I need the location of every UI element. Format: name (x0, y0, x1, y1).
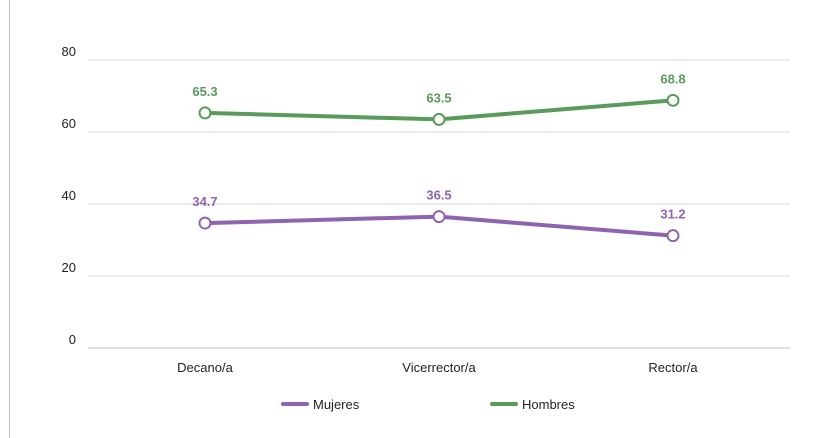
y-axis-ticks: 0 20 40 60 80 (62, 44, 76, 347)
y-tick-label: 0 (69, 332, 76, 347)
series-mujeres: 34.7 36.5 31.2 (192, 188, 686, 243)
series-hombres: 65.3 63.5 68.8 (192, 71, 686, 126)
data-label: 68.8 (660, 71, 685, 86)
y-tick-label: 20 (62, 260, 76, 275)
data-point (432, 112, 446, 126)
data-point (198, 216, 212, 230)
frame-edge (9, 0, 10, 438)
data-label: 34.7 (192, 194, 217, 209)
data-label: 65.3 (192, 84, 217, 99)
y-tick-label: 60 (62, 116, 76, 131)
data-label: 31.2 (660, 207, 685, 222)
data-label: 63.5 (426, 90, 451, 105)
legend-item-mujeres: Mujeres (281, 397, 360, 412)
x-tick-label: Rector/a (648, 360, 698, 375)
legend: Mujeres Hombres (281, 397, 575, 412)
legend-label: Hombres (522, 397, 575, 412)
x-axis-ticks: Decano/a Vicerrector/a Rector/a (177, 360, 698, 375)
data-point (666, 93, 680, 107)
y-tick-label: 80 (62, 44, 76, 59)
legend-item-hombres: Hombres (490, 397, 575, 412)
y-tick-label: 40 (62, 188, 76, 203)
data-point (198, 106, 212, 120)
x-tick-label: Decano/a (177, 360, 233, 375)
data-point (666, 229, 680, 243)
data-label: 36.5 (426, 188, 451, 203)
data-point (432, 210, 446, 224)
legend-label: Mujeres (313, 397, 360, 412)
gridlines (88, 59, 790, 349)
series-layer: 34.7 36.5 31.2 65.3 63.5 68.8 (192, 71, 686, 243)
x-tick-label: Vicerrector/a (402, 360, 476, 375)
